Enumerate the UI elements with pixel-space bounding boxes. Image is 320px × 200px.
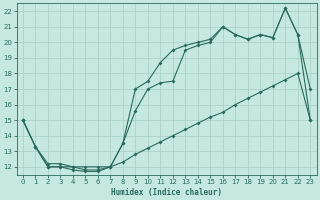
X-axis label: Humidex (Indice chaleur): Humidex (Indice chaleur) bbox=[111, 188, 222, 197]
